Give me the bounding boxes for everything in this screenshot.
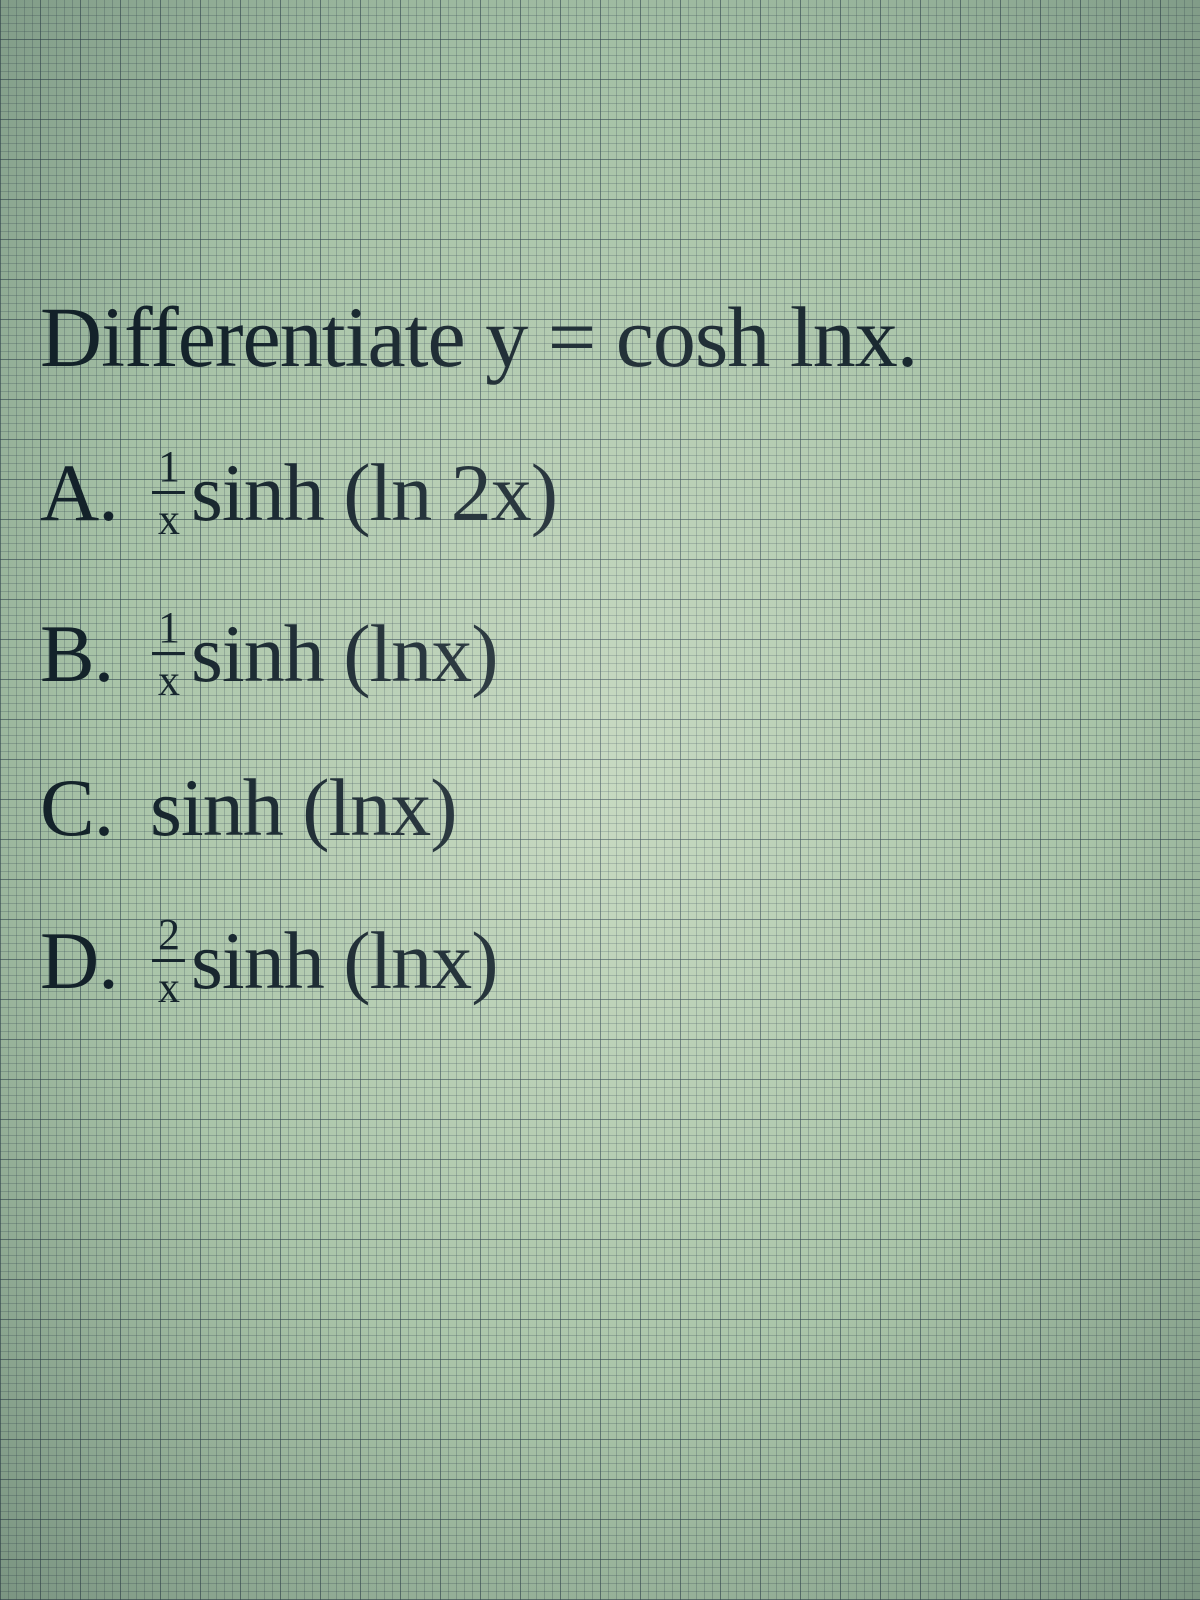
option-A-expr: sinh (ln 2x) xyxy=(191,452,557,534)
option-B[interactable]: B. 1 x sinh (lnx) xyxy=(40,606,1180,703)
option-D-frac-num: 2 xyxy=(152,913,185,962)
option-D[interactable]: D. 2 x sinh (lnx) xyxy=(40,913,1180,1010)
option-B-frac-num: 1 xyxy=(152,606,185,655)
option-C-expr: sinh (lnx) xyxy=(150,767,457,849)
option-C[interactable]: C. sinh (lnx) xyxy=(40,767,1180,849)
option-A-frac-num: 1 xyxy=(152,445,185,494)
question-prompt: Differentiate y = cosh lnx. xyxy=(40,290,1180,385)
option-B-frac-den: x xyxy=(152,655,185,703)
option-C-label: C. xyxy=(40,767,150,849)
option-D-label: D. xyxy=(40,920,150,1002)
option-A-label: A. xyxy=(40,452,150,534)
option-B-label: B. xyxy=(40,613,150,695)
option-D-fraction: 2 x xyxy=(152,913,185,1010)
option-B-expr: sinh (lnx) xyxy=(191,613,498,695)
option-A-frac-den: x xyxy=(152,494,185,542)
option-B-fraction: 1 x xyxy=(152,606,185,703)
option-A[interactable]: A. 1 x sinh (ln 2x) xyxy=(40,445,1180,542)
option-D-frac-den: x xyxy=(152,962,185,1010)
option-D-expr: sinh (lnx) xyxy=(191,920,498,1002)
question-block: Differentiate y = cosh lnx. A. 1 x sinh … xyxy=(40,290,1180,1074)
option-A-fraction: 1 x xyxy=(152,445,185,542)
